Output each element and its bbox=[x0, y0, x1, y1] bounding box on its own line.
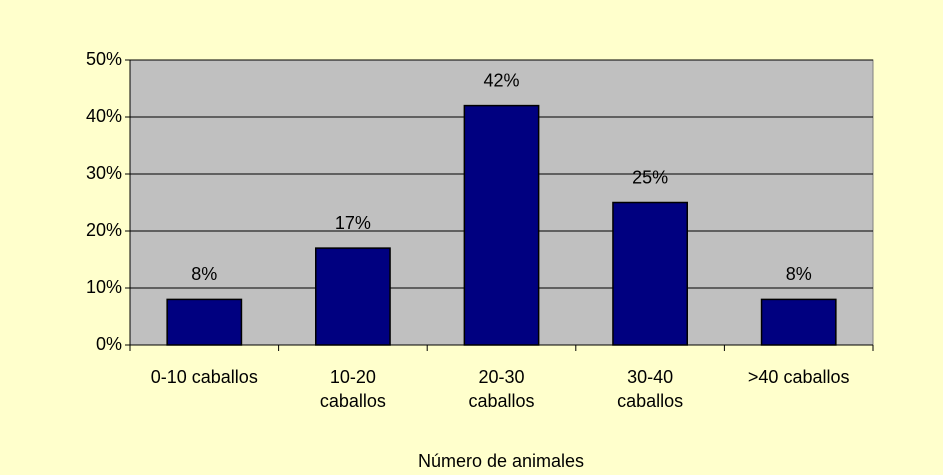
y-tick-label: 20% bbox=[86, 220, 122, 240]
y-tick-label: 30% bbox=[86, 163, 122, 183]
data-label: 25% bbox=[632, 167, 668, 187]
y-tick-label: 10% bbox=[86, 277, 122, 297]
x-tick-label: 10-20 caballos bbox=[320, 367, 386, 411]
y-tick-label: 50% bbox=[86, 49, 122, 69]
bar bbox=[760, 298, 837, 346]
x-tick-label: 0-10 caballos bbox=[151, 367, 258, 387]
x-tick-label: 30-40 caballos bbox=[617, 367, 683, 411]
bar bbox=[166, 298, 243, 346]
bar bbox=[612, 201, 689, 346]
bar bbox=[463, 104, 540, 346]
data-label: 8% bbox=[786, 264, 812, 284]
data-label: 17% bbox=[335, 213, 371, 233]
x-axis-label: Número de animales bbox=[418, 451, 584, 471]
x-tick-label: 20-30 caballos bbox=[468, 367, 534, 411]
bar bbox=[315, 247, 391, 346]
y-tick-label: 40% bbox=[86, 106, 122, 126]
y-tick-label: 0% bbox=[96, 334, 122, 354]
data-label: 42% bbox=[483, 70, 519, 90]
x-tick-label: >40 caballos bbox=[748, 367, 850, 387]
data-label: 8% bbox=[191, 264, 217, 284]
